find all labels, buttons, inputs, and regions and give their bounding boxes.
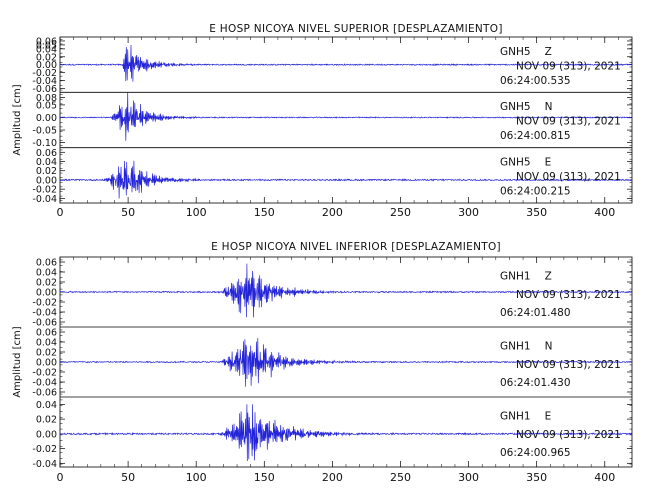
station-code: GNH5: [500, 101, 531, 113]
x-tick-label: 100: [186, 471, 207, 484]
x-tick-label: 300: [458, 471, 479, 484]
station-code: GNH1: [500, 341, 531, 353]
component-code: Z: [545, 271, 552, 283]
component-code: E: [545, 156, 552, 168]
y-tick-label: 0.00: [36, 429, 57, 440]
y-tick-label: -0.06: [32, 318, 57, 329]
y-tick-label: 0.00: [36, 60, 57, 71]
chart-title: E HOSP NICOYA NIVEL SUPERIOR [DESPLAZAMI…: [209, 23, 503, 35]
y-tick-label: 0.06: [36, 328, 57, 339]
event-date: NOV 09 (313), 2021: [516, 429, 621, 441]
station-code: GNH5: [500, 156, 531, 168]
station-label: GNH1 N: [500, 341, 552, 353]
x-tick-label: 350: [526, 471, 547, 484]
x-tick-label: 50: [121, 206, 135, 219]
station-code: GNH1: [500, 411, 531, 423]
waveform-gnh5-e: [59, 160, 632, 199]
y-tick-label: -0.04: [32, 76, 57, 87]
y-tick-label: 0.04: [36, 44, 57, 55]
y-tick-label: -0.04: [32, 378, 57, 389]
y-tick-label: 0.04: [36, 157, 57, 168]
event-date: NOV 09 (313), 2021: [516, 289, 621, 301]
waveform-gnh1-z: [59, 263, 632, 318]
event-time: 06:24:00.215: [500, 185, 571, 197]
y-tick-label: 0.02: [36, 415, 57, 426]
y-tick-label: 0.08: [36, 93, 57, 104]
station-label: GNH5 E: [500, 156, 551, 168]
y-tick-label: 0.02: [36, 348, 57, 359]
component-code: N: [545, 341, 553, 353]
event-time: 06:24:00.535: [500, 75, 571, 87]
y-tick-label: 0.00: [36, 358, 57, 369]
y-tick-label: 0.00: [36, 288, 57, 299]
y-tick-label: -0.02: [32, 444, 57, 455]
y-tick-label: -0.02: [32, 368, 57, 379]
x-tick-label: 400: [594, 471, 615, 484]
station-code: GNH5: [500, 46, 531, 58]
event-date: NOV 09 (313), 2021: [516, 359, 621, 371]
y-tick-label: 0.02: [36, 166, 57, 177]
y-axis-label: Amplitud [cm]: [12, 326, 23, 397]
x-tick-label: 150: [254, 471, 275, 484]
y-axis-label: Amplitud [cm]: [12, 84, 23, 155]
y-tick-label: 0.04: [36, 268, 57, 279]
event-date: NOV 09 (313), 2021: [516, 171, 621, 183]
station-label: GNH5 Z: [500, 46, 552, 58]
x-tick-label: 150: [254, 206, 275, 219]
x-tick-label: 200: [322, 206, 343, 219]
y-tick-label: -0.04: [32, 459, 57, 470]
y-tick-label: 0.06: [36, 148, 57, 159]
y-tick-label: 0.05: [36, 100, 57, 111]
y-tick-label: 0.05: [36, 40, 57, 51]
y-tick-label: -0.02: [32, 68, 57, 79]
x-tick-label: 100: [186, 206, 207, 219]
x-tick-label: 0: [57, 471, 64, 484]
y-tick-label: 0.06: [36, 36, 57, 47]
x-tick-label: 300: [458, 206, 479, 219]
component-code: Z: [545, 46, 552, 58]
event-time: 06:24:00.815: [500, 130, 571, 142]
y-tick-label: 0.04: [36, 400, 57, 411]
station-label: GNH1 Z: [500, 271, 552, 283]
event-date: NOV 09 (313), 2021: [516, 60, 621, 72]
x-tick-label: 250: [390, 206, 411, 219]
station-label: GNH1 E: [500, 411, 551, 423]
component-code: N: [545, 101, 553, 113]
waveform-gnh1-e: [59, 404, 632, 462]
x-tick-label: 250: [390, 471, 411, 484]
y-tick-label: 0.02: [36, 52, 57, 63]
y-tick-label: 0.00: [36, 175, 57, 186]
waveform-gnh5-z: [59, 44, 632, 82]
event-time: 06:24:01.430: [500, 377, 571, 389]
x-tick-label: 350: [526, 206, 547, 219]
waveform-gnh5-n: [59, 92, 632, 141]
event-date: NOV 09 (313), 2021: [516, 116, 621, 128]
x-tick-label: 50: [121, 471, 135, 484]
event-time: 06:24:00.965: [500, 447, 571, 459]
station-code: GNH1: [500, 271, 531, 283]
x-tick-label: 0: [57, 206, 64, 219]
y-tick-label: 0.04: [36, 338, 57, 349]
station-label: GNH5 N: [500, 101, 552, 113]
y-tick-label: -0.02: [32, 298, 57, 309]
x-tick-label: 400: [594, 206, 615, 219]
y-tick-label: -0.06: [32, 388, 57, 399]
y-tick-label: -0.05: [32, 126, 57, 137]
y-tick-label: -0.06: [32, 84, 57, 95]
y-tick-label: -0.02: [32, 185, 57, 196]
component-code: E: [545, 411, 552, 423]
y-tick-label: 0.06: [36, 258, 57, 269]
y-tick-label: 0.02: [36, 278, 57, 289]
chart-title: E HOSP NICOYA NIVEL INFERIOR [DESPLAZAMI…: [211, 241, 501, 253]
y-tick-label: -0.10: [32, 138, 57, 149]
y-tick-label: 0.00: [36, 113, 57, 124]
event-time: 06:24:01.480: [500, 307, 571, 319]
y-tick-label: -0.04: [32, 194, 57, 205]
x-tick-label: 200: [322, 471, 343, 484]
waveform-gnh1-n: [59, 337, 632, 387]
y-tick-label: -0.04: [32, 308, 57, 319]
